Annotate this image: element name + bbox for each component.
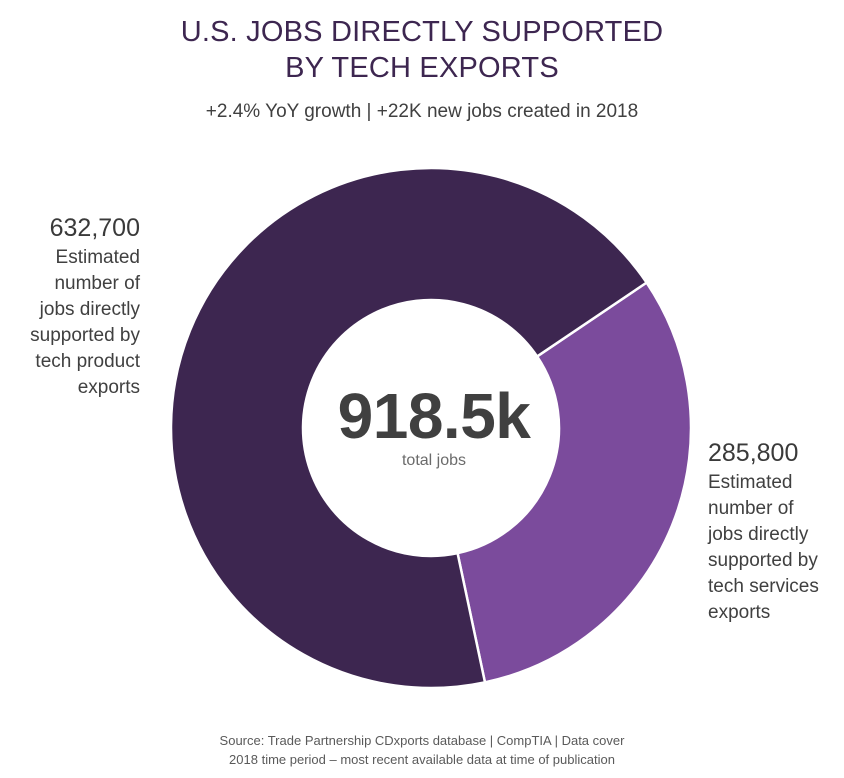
chart-title-line-2: BY TECH EXPORTS [285, 52, 559, 84]
product-exports-desc-line: exports [77, 377, 140, 398]
source-note-line-2: 2018 time period – most recent available… [229, 752, 615, 767]
source-note: Source: Trade Partnership CDxports datab… [0, 731, 844, 769]
product-exports-label: 632,700 Estimated number of jobs directl… [0, 213, 140, 401]
product-exports-desc-line: supported by [30, 325, 140, 346]
chart-subtitle: +2.4% YoY growth | +22K new jobs created… [205, 101, 639, 122]
services-exports-desc-line: jobs directly [708, 524, 809, 545]
services-exports-label: 285,800 Estimated number of jobs directl… [708, 438, 844, 626]
services-exports-desc-line: Estimated [708, 472, 793, 493]
product-exports-desc-line: tech product [35, 351, 140, 372]
product-exports-desc-line: Estimated [55, 247, 140, 268]
chart-title: U.S. JOBS DIRECTLY SUPPORTED BY TECH EXP… [0, 14, 844, 86]
services-exports-desc-line: supported by [708, 550, 818, 571]
chart-title-line-1: U.S. JOBS DIRECTLY SUPPORTED [180, 16, 664, 48]
services-exports-desc-line: exports [708, 602, 771, 623]
total-jobs-caption: total jobs [401, 452, 467, 469]
product-exports-desc-line: jobs directly [39, 299, 140, 320]
source-note-line-1: Source: Trade Partnership CDxports datab… [219, 733, 625, 748]
total-jobs-value: 918.5k [337, 380, 531, 452]
donut-slices [169, 166, 693, 690]
services-exports-desc-line: number of [708, 498, 794, 519]
donut-slice-services-exports [456, 281, 693, 684]
services-exports-value: 285,800 [708, 439, 799, 467]
donut-slice-product-exports [169, 166, 648, 690]
services-exports-desc-line: tech services [708, 576, 819, 597]
product-exports-value: 632,700 [49, 214, 140, 242]
product-exports-desc-line: number of [54, 273, 140, 294]
